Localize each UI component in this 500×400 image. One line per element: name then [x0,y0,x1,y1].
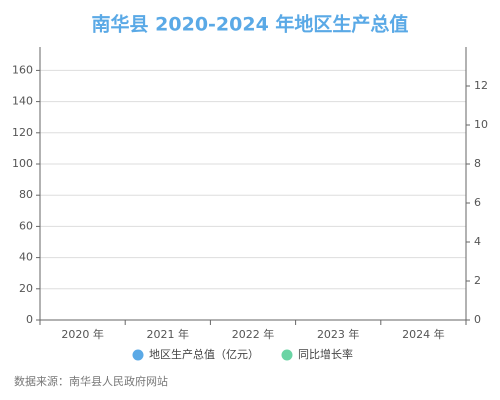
y2-tick-label: 8 [474,157,481,170]
chart-title: 南华县 2020-2024 年地区生产总值 [92,13,409,36]
y-tick-label: 160 [12,63,33,76]
y2-tick-label: 12 [474,79,488,92]
legend-label: 地区生产总值（亿元） [149,347,259,361]
y-tick-label: 60 [19,219,33,232]
y-tick-label: 120 [12,126,33,139]
y2-tick-label: 2 [474,274,481,287]
y-tick-label: 140 [12,95,33,108]
y2-tick-label: 0 [474,313,481,326]
legend-swatch [281,349,293,361]
y2-tick-label: 6 [474,196,481,209]
x-tick-label: 2022 年 [232,327,275,341]
y-tick-label: 20 [19,282,33,295]
x-tick-label: 2021 年 [147,327,190,341]
y-tick-label: 0 [26,313,33,326]
y-tick-label: 40 [19,251,33,264]
legend-label: 同比增长率 [298,347,353,361]
y-tick-label: 100 [12,157,33,170]
source-note: 数据来源：南华县人民政府网站 [14,374,168,388]
y2-tick-label: 4 [474,235,481,248]
x-tick-label: 2023 年 [317,327,360,341]
y2-tick-label: 10 [474,118,488,131]
legend-swatch [132,349,144,361]
x-tick-label: 2020 年 [61,327,104,341]
y-tick-label: 80 [19,188,33,201]
x-tick-label: 2024 年 [402,327,445,341]
